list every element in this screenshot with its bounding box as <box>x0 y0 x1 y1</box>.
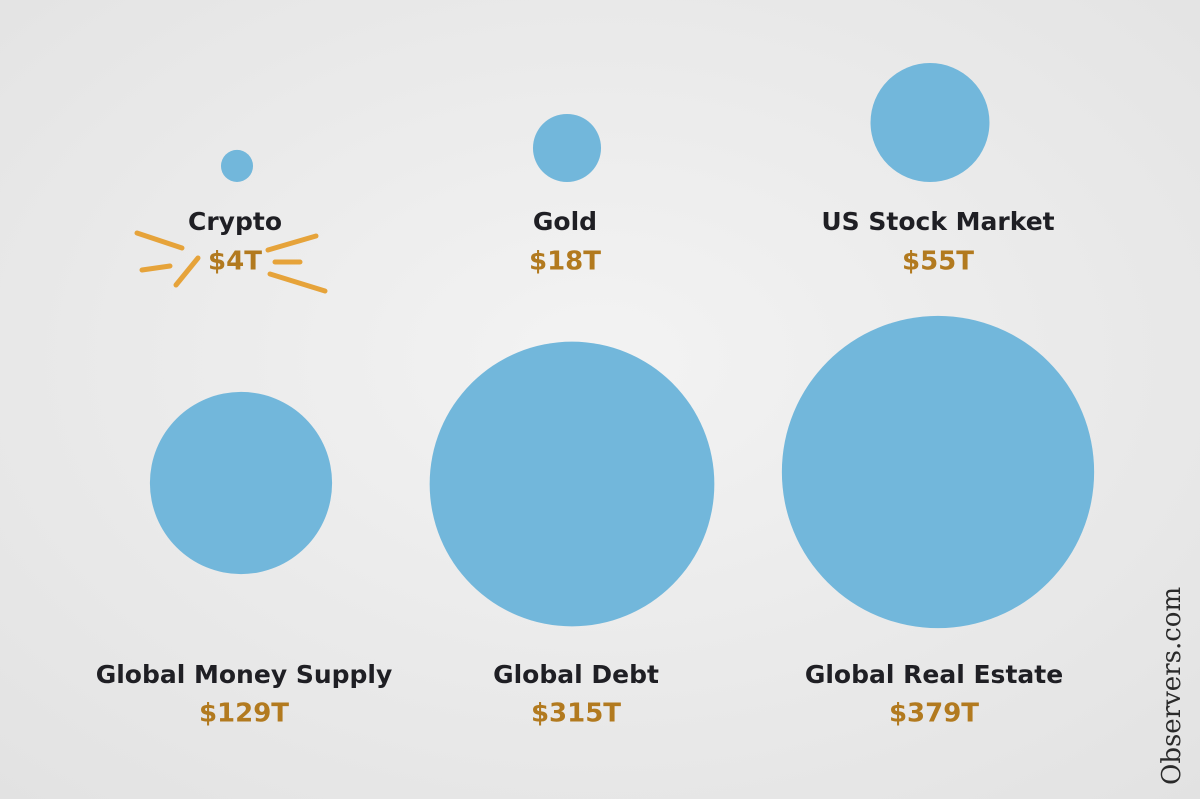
value-label: $315T <box>531 699 621 729</box>
value-label: $55T <box>902 247 974 277</box>
value-label: $4T <box>208 247 262 277</box>
category-label: Crypto <box>188 207 282 236</box>
category-label: Global Money Supply <box>96 660 393 689</box>
value-label: $379T <box>889 699 979 729</box>
watermark: Observers.com <box>1157 587 1187 785</box>
category-label: Global Debt <box>493 660 659 689</box>
bubble <box>429 341 715 627</box>
bubble <box>532 113 602 182</box>
bubble <box>870 63 990 182</box>
bubble <box>149 391 333 575</box>
category-label: Gold <box>533 207 597 236</box>
value-label: $18T <box>529 247 601 277</box>
category-label: Global Real Estate <box>805 660 1063 689</box>
category-label: US Stock Market <box>821 207 1054 236</box>
highlight-scribble <box>134 230 328 294</box>
bubble <box>781 315 1095 629</box>
value-label: $129T <box>199 699 289 729</box>
bubble <box>220 149 254 183</box>
